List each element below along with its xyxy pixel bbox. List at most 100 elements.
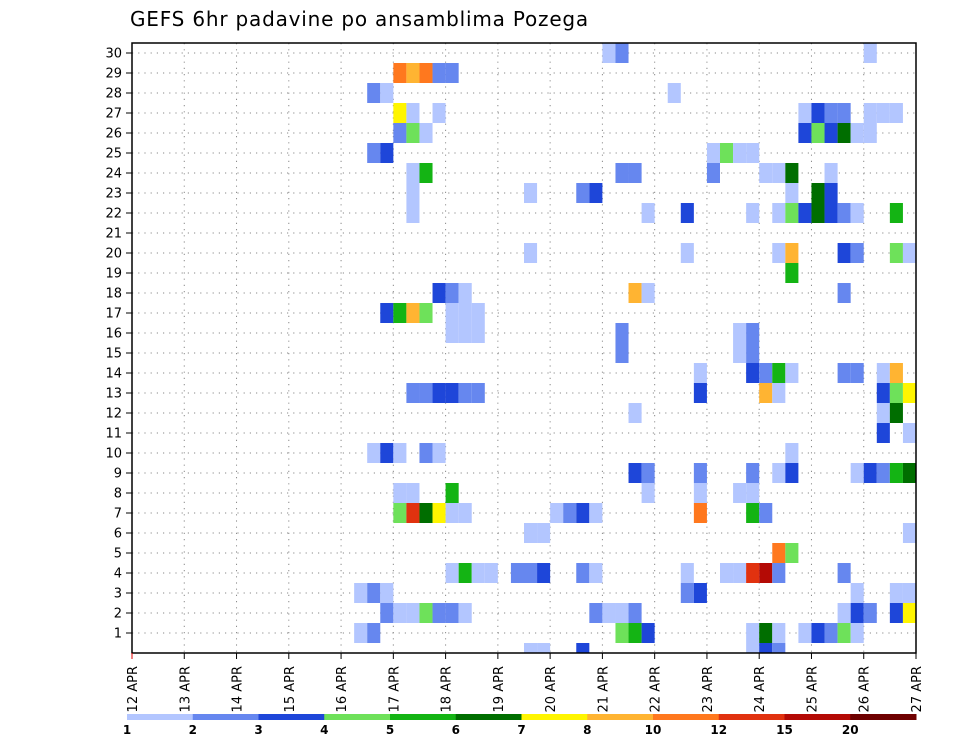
heatmap-cell	[733, 563, 747, 583]
legend-swatch	[718, 714, 785, 720]
heatmap-cell	[733, 483, 747, 503]
heatmap-cell	[759, 383, 773, 403]
heatmap-cell	[445, 303, 459, 323]
heatmap-cell	[393, 503, 407, 523]
y-tick-label: 20	[105, 247, 122, 262]
heatmap-cell	[824, 183, 838, 203]
heatmap-cell	[837, 243, 851, 263]
heatmap-cell	[902, 243, 916, 263]
heatmap-cell	[419, 383, 433, 403]
heatmap-cell	[458, 563, 472, 583]
heatmap-cell	[458, 503, 472, 523]
y-tick-label: 28	[105, 87, 122, 102]
x-tick-label: 27 APR	[910, 666, 925, 712]
heatmap-cell	[367, 143, 381, 163]
heatmap-cell	[589, 183, 603, 203]
y-tick-label: 19	[105, 267, 122, 282]
heatmap-cell	[706, 143, 720, 163]
x-axis: 12 APR 13 APR 14 APR 15 APR 16 APR 17 APR 18 A…	[126, 653, 925, 712]
heatmap-cell	[563, 503, 577, 523]
heatmap-cell	[876, 383, 890, 403]
heatmap-cell	[746, 563, 760, 583]
y-tick-label: 6	[114, 527, 122, 542]
heatmap-cell	[863, 103, 877, 123]
heatmap-cell	[432, 103, 446, 123]
heatmap-cell	[393, 123, 407, 143]
heatmap-cell	[628, 623, 642, 643]
heatmap-cell	[445, 323, 459, 343]
heatmap-cell	[785, 363, 799, 383]
heatmap-cell	[850, 203, 864, 223]
y-tick-label: 24	[105, 167, 122, 182]
heatmap-cell	[445, 63, 459, 83]
legend-swatch	[850, 714, 917, 720]
heatmap-cell	[693, 583, 707, 603]
heatmap-cell	[824, 163, 838, 183]
y-tick-label: 27	[105, 107, 122, 122]
heatmap-cell	[471, 323, 485, 343]
legend-label: 2	[189, 723, 197, 737]
heatmap-cell	[746, 323, 760, 343]
y-tick-label: 14	[105, 367, 122, 382]
heatmap-cell	[589, 503, 603, 523]
x-tick-label: 12 APR	[126, 666, 141, 712]
y-tick-label: 12	[105, 407, 122, 422]
heatmap-cell	[367, 623, 381, 643]
heatmap-cell	[889, 103, 903, 123]
heatmap-cell	[680, 583, 694, 603]
heatmap-cell	[837, 363, 851, 383]
heatmap-cell	[445, 603, 459, 623]
heatmap-cell	[576, 643, 590, 653]
heatmap-cell	[772, 643, 786, 653]
heatmap-cell	[850, 623, 864, 643]
heatmap-cell	[589, 563, 603, 583]
heatmap-cell	[785, 263, 799, 283]
heatmap-cells	[354, 43, 916, 653]
heatmap-cell	[798, 123, 812, 143]
heatmap-cell	[680, 243, 694, 263]
heatmap-cell	[706, 163, 720, 183]
y-tick-label: 30	[105, 47, 122, 62]
chart-title: GEFS 6hr padavine po ansamblima Pozega	[130, 7, 589, 31]
heatmap-cell	[772, 203, 786, 223]
heatmap-cell	[615, 163, 629, 183]
heatmap-cell	[693, 383, 707, 403]
heatmap-cell	[680, 203, 694, 223]
heatmap-cell	[785, 463, 799, 483]
heatmap-cell	[524, 643, 538, 653]
heatmap-cell	[693, 463, 707, 483]
heatmap-cell	[354, 623, 368, 643]
legend-swatch	[324, 714, 391, 720]
heatmap-cell	[380, 143, 394, 163]
heatmap-cell	[432, 383, 446, 403]
heatmap-cell	[902, 583, 916, 603]
heatmap-cell	[680, 563, 694, 583]
heatmap-cell	[393, 483, 407, 503]
x-tick-label: 25 APR	[805, 666, 820, 712]
heatmap-cell	[798, 623, 812, 643]
heatmap-cell	[576, 563, 590, 583]
heatmap-cell	[811, 103, 825, 123]
heatmap-cell	[445, 563, 459, 583]
heatmap-cell	[759, 623, 773, 643]
heatmap-cell	[837, 123, 851, 143]
heatmap-cell	[863, 43, 877, 63]
heatmap-cell	[628, 163, 642, 183]
heatmap-cell	[458, 323, 472, 343]
heatmap-cell	[406, 183, 420, 203]
y-tick-label: 23	[105, 187, 122, 202]
heatmap-cell	[432, 283, 446, 303]
heatmap-cell	[380, 303, 394, 323]
heatmap-cell	[746, 483, 760, 503]
heatmap-cell	[628, 403, 642, 423]
heatmap-cell	[458, 603, 472, 623]
heatmap-cell	[628, 463, 642, 483]
heatmap-cell	[720, 143, 734, 163]
y-axis: 1234567891011121314151617181920212223242…	[105, 47, 132, 642]
y-tick-label: 17	[105, 307, 122, 322]
heatmap-cell	[772, 563, 786, 583]
heatmap-cell	[811, 123, 825, 143]
legend-label: 3	[254, 723, 262, 737]
